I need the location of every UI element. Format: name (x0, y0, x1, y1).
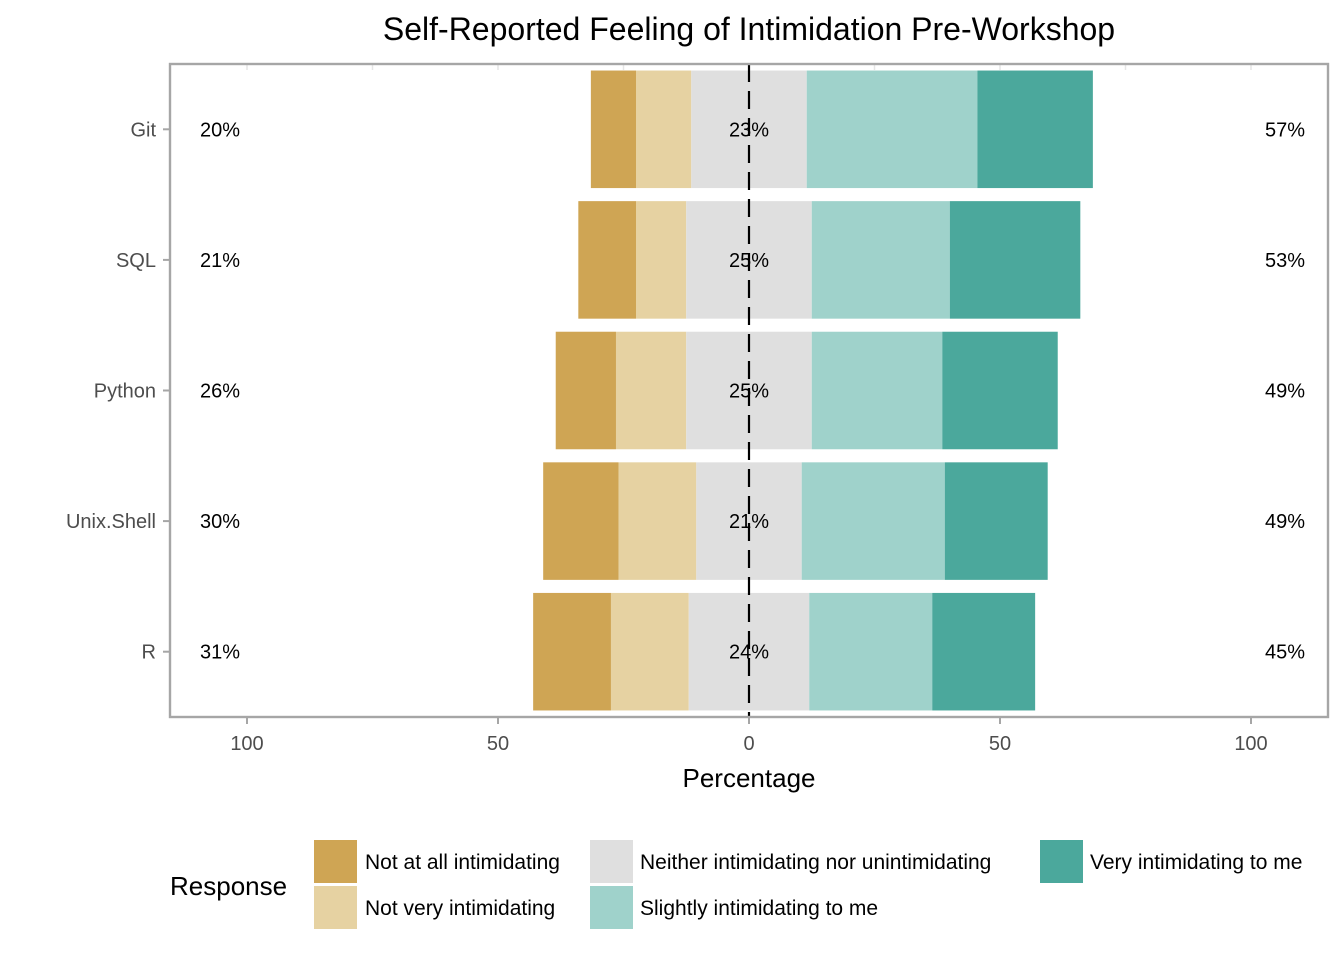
left-percent-label: 30% (200, 511, 240, 533)
bar-segment-unix-shell-0 (543, 462, 618, 580)
bar-segment-unix-shell-1 (618, 462, 696, 580)
plot-area: Git 20% 23% 57% SQL 21% 25% 53% Python 26% 25% 49% U… (66, 63, 1328, 755)
bar-segment-git-0 (591, 71, 636, 189)
legend-label-2: Neither intimidating nor unintimidating (640, 851, 991, 874)
bar-segment-python-4 (942, 332, 1057, 450)
bar-segment-python-3 (812, 332, 943, 450)
x-tick-label: 100 (1234, 733, 1267, 755)
bar-segment-unix-shell-3 (802, 462, 945, 580)
x-tick-label: 50 (989, 733, 1011, 755)
y-tick-label: R (142, 642, 156, 664)
bar-segment-python-0 (556, 332, 616, 450)
x-axis-title: Percentage (683, 763, 816, 793)
right-percent-label: 57% (1265, 119, 1305, 141)
y-tick-label: Git (130, 119, 156, 141)
center-percent-label: 25% (729, 250, 769, 272)
left-percent-label: 20% (200, 119, 240, 141)
legend-label-4: Very intimidating to me (1090, 851, 1302, 874)
bar-segment-unix-shell-4 (945, 462, 1048, 580)
chart-title: Self-Reported Feeling of Intimidation Pr… (383, 11, 1115, 47)
bar-segment-sql-0 (578, 201, 636, 319)
bar-segment-r-4 (932, 593, 1035, 711)
legend-key-1 (314, 886, 357, 929)
y-tick-label: Python (94, 381, 156, 403)
x-tick-label: 0 (743, 733, 754, 755)
legend: Response Not at all intimidating Not very… (170, 840, 1302, 929)
y-tick-label: SQL (116, 250, 156, 272)
left-percent-label: 21% (200, 250, 240, 272)
bar-segment-r-1 (611, 593, 689, 711)
center-percent-label: 24% (729, 642, 769, 664)
bar-segment-python-1 (616, 332, 686, 450)
legend-key-3 (590, 886, 633, 929)
left-percent-label: 26% (200, 381, 240, 403)
legend-label-0: Not at all intimidating (365, 851, 560, 874)
legend-title: Response (170, 871, 287, 901)
bar-segment-git-4 (977, 71, 1092, 189)
right-percent-label: 45% (1265, 642, 1305, 664)
bar-segment-git-1 (636, 71, 691, 189)
bar-segment-sql-1 (636, 201, 686, 319)
left-percent-label: 31% (200, 642, 240, 664)
legend-key-2 (590, 840, 633, 883)
center-percent-label: 21% (729, 511, 769, 533)
bar-segment-r-0 (533, 593, 611, 711)
right-percent-label: 49% (1265, 381, 1305, 403)
right-percent-label: 49% (1265, 511, 1305, 533)
center-percent-label: 25% (729, 381, 769, 403)
y-tick-label: Unix.Shell (66, 511, 156, 533)
legend-key-4 (1040, 840, 1083, 883)
bar-segment-r-3 (809, 593, 932, 711)
bar-segment-git-3 (807, 71, 978, 189)
legend-label-3: Slightly intimidating to me (640, 897, 878, 920)
legend-key-0 (314, 840, 357, 883)
right-percent-label: 53% (1265, 250, 1305, 272)
bar-segment-sql-4 (950, 201, 1081, 319)
center-percent-label: 23% (729, 119, 769, 141)
legend-label-1: Not very intimidating (365, 897, 555, 920)
x-tick-label: 50 (487, 733, 509, 755)
x-tick-label: 100 (230, 733, 263, 755)
bar-segment-sql-3 (812, 201, 950, 319)
